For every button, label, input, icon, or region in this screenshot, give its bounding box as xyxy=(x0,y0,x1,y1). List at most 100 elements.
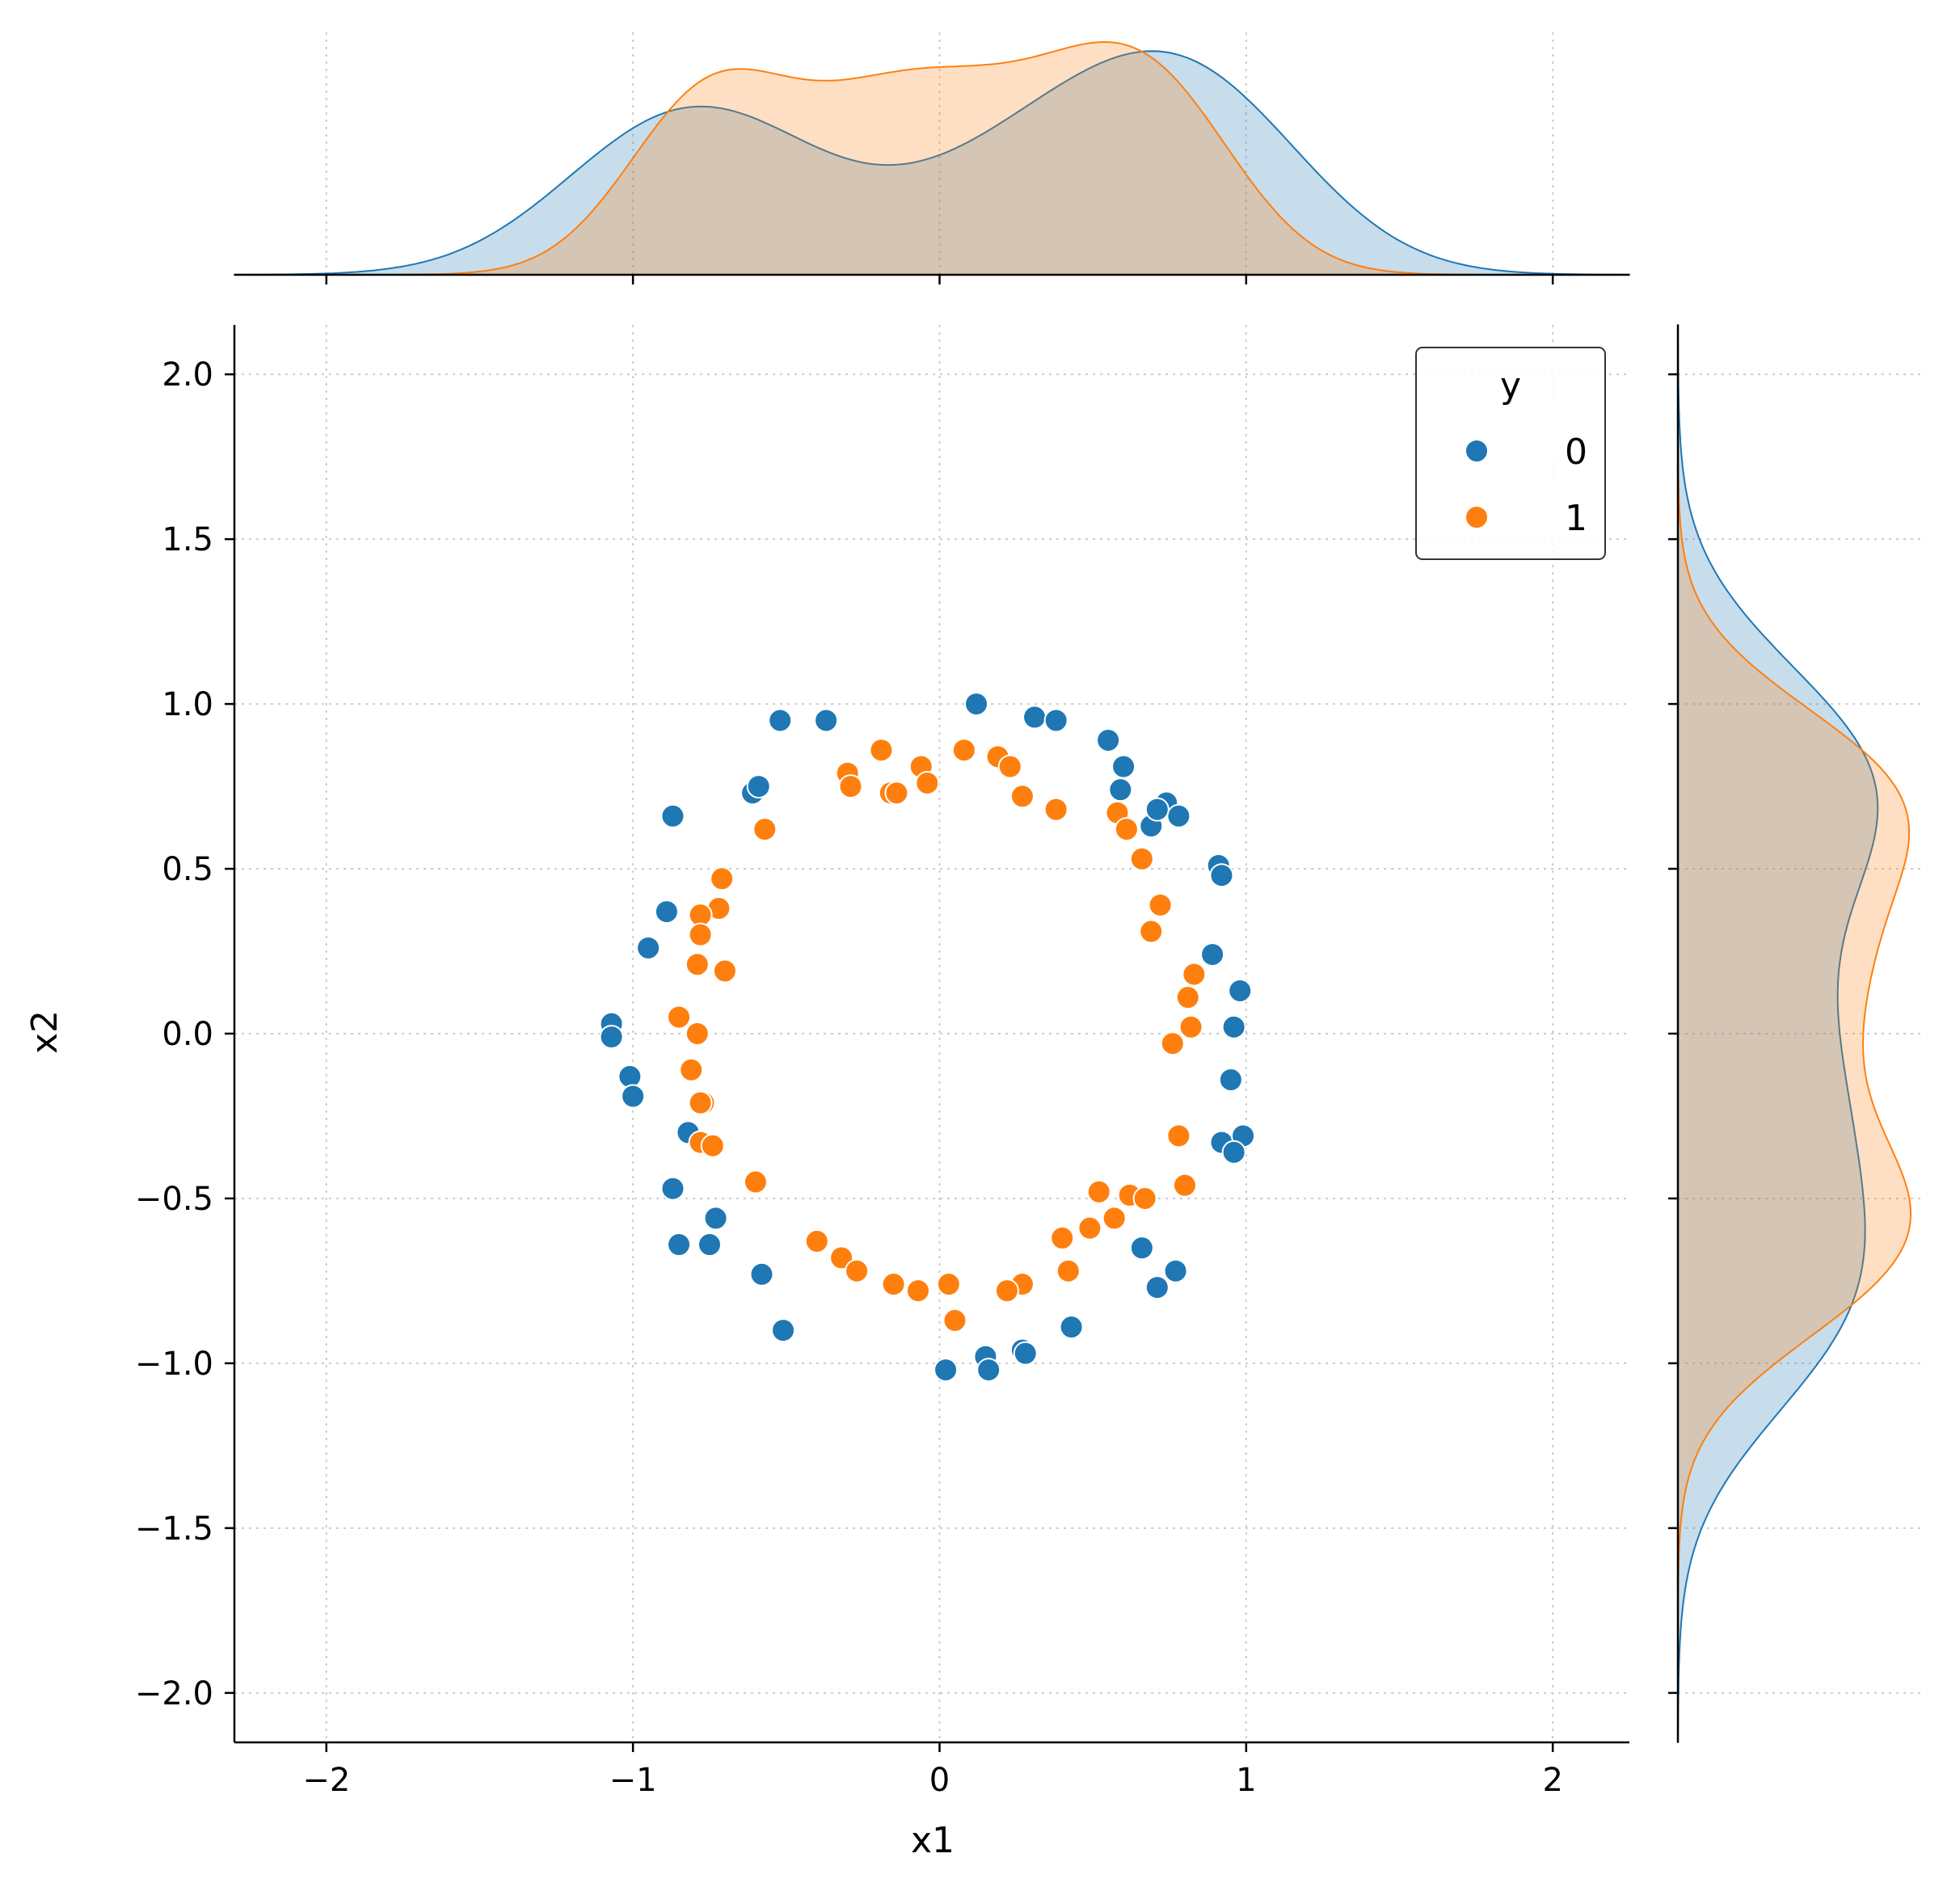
scatter-point-series-1 xyxy=(1139,919,1164,944)
x-tick-label: −2 xyxy=(302,1762,350,1799)
scatter-point-series-0 xyxy=(768,708,793,733)
scatter-point-series-1 xyxy=(688,1090,713,1115)
scatter-point-series-0 xyxy=(1221,1014,1246,1039)
scatter-point-series-0 xyxy=(746,774,771,799)
scatter-point-series-0 xyxy=(697,1232,722,1257)
scatter-point-series-0 xyxy=(667,1232,692,1257)
scatter-point-series-1 xyxy=(1050,1225,1075,1250)
legend: y 0 1 xyxy=(1415,347,1606,560)
y-tick-label: −0.5 xyxy=(135,1181,213,1218)
legend-marker-series-1 xyxy=(1465,505,1489,529)
scatter-point-series-0 xyxy=(964,692,989,717)
scatter-point-series-0 xyxy=(1144,797,1170,822)
scatter-point-series-1 xyxy=(1175,985,1200,1010)
scatter-point-series-1 xyxy=(667,1005,692,1030)
scatter-point-series-0 xyxy=(1013,1341,1038,1366)
top-kde-series-0 xyxy=(234,50,1630,276)
x-axis-label: x1 xyxy=(911,1820,955,1861)
scatter-point-series-1 xyxy=(679,1057,704,1082)
y-tick-label: 1.5 xyxy=(162,521,213,558)
scatter-point-series-0 xyxy=(1209,863,1234,888)
x-tick-label: 2 xyxy=(1542,1762,1562,1799)
legend-label-series-0: 0 xyxy=(1565,432,1587,473)
legend-marker-series-0 xyxy=(1465,439,1489,463)
y-tick-label: 1.0 xyxy=(162,686,213,723)
scatter-point-series-0 xyxy=(1144,1275,1170,1300)
scatter-point-series-0 xyxy=(1059,1315,1084,1340)
scatter-point-series-1 xyxy=(1056,1258,1081,1283)
scatter-point-series-0 xyxy=(1221,1139,1246,1165)
scatter-point-series-1 xyxy=(804,1228,829,1253)
scatter-point-series-0 xyxy=(1096,727,1121,752)
scatter-point-series-1 xyxy=(829,1245,854,1270)
scatter-point-series-0 xyxy=(599,1025,624,1050)
scatter-point-series-1 xyxy=(1077,1215,1102,1241)
y-tick-label: 0.5 xyxy=(162,851,213,888)
scatter-point-series-1 xyxy=(1160,1031,1185,1056)
scatter-point-series-1 xyxy=(688,922,713,947)
scatter-point-series-1 xyxy=(997,754,1022,779)
scatter-point-series-0 xyxy=(1228,978,1253,1003)
scatter-points xyxy=(599,692,1256,1383)
x-tick-label: −1 xyxy=(609,1762,657,1799)
scatter-point-series-1 xyxy=(1086,1179,1111,1204)
scatter-point-series-1 xyxy=(1114,817,1139,842)
scatter-point-series-0 xyxy=(660,803,685,828)
y-tick-label: −1.5 xyxy=(135,1510,213,1548)
x1-marginal-kde xyxy=(234,32,1630,276)
right-marginal-density-curves xyxy=(1677,324,1911,1743)
scatter-point-series-0 xyxy=(621,1084,646,1109)
top-marginal-x-ticks xyxy=(325,275,1554,284)
scatter-point-series-0 xyxy=(1163,1258,1188,1283)
scatter-point-series-1 xyxy=(700,1133,725,1158)
y-tick-label: −2.0 xyxy=(135,1675,213,1712)
scatter-point-series-1 xyxy=(884,781,909,806)
scatter-point-series-0 xyxy=(1218,1068,1243,1093)
scatter-point-series-1 xyxy=(915,770,940,795)
scatter-point-series-1 xyxy=(685,952,710,977)
right-kde-series-1 xyxy=(1677,325,1911,1742)
top-marginal-density-curves xyxy=(234,40,1630,276)
scatter-point-series-1 xyxy=(1178,1014,1203,1039)
legend-title: y xyxy=(1500,365,1521,406)
x-axis-ticks: −2 −1 0 1 2 xyxy=(302,1742,1563,1799)
scatter-point-series-1 xyxy=(838,774,863,799)
scatter-point-series-1 xyxy=(743,1169,768,1194)
scatter-point-series-0 xyxy=(749,1262,774,1287)
y-axis-label: x2 xyxy=(24,1010,65,1054)
x2-marginal-kde xyxy=(1668,324,1920,1743)
scatter-point-series-0 xyxy=(934,1358,959,1383)
scatter-point-series-0 xyxy=(771,1318,796,1343)
scatter-point-series-1 xyxy=(685,1022,710,1046)
scatter-point-series-1 xyxy=(881,1272,906,1297)
scatter-point-series-0 xyxy=(1166,803,1191,828)
scatter-point-series-0 xyxy=(617,1064,643,1089)
x-tick-label: 0 xyxy=(929,1762,950,1799)
scatter-point-series-0 xyxy=(1022,705,1047,730)
x-tick-label: 1 xyxy=(1236,1762,1256,1799)
scatter-point-series-1 xyxy=(1009,784,1035,809)
legend-frame xyxy=(1415,347,1606,560)
y-tick-label: 0.0 xyxy=(162,1016,213,1053)
scatter-point-series-0 xyxy=(1111,754,1136,779)
scatter-point-series-0 xyxy=(636,935,661,960)
scatter-point-series-0 xyxy=(1108,777,1133,802)
top-kde-series-1 xyxy=(234,40,1629,276)
scatter-point-series-0 xyxy=(660,1176,685,1201)
scatter-point-series-0 xyxy=(1043,708,1068,733)
scatter-point-series-0 xyxy=(703,1206,728,1231)
scatter-point-series-1 xyxy=(1129,846,1154,871)
y-tick-label: 2.0 xyxy=(162,356,213,394)
scatter-point-series-1 xyxy=(845,1258,870,1283)
right-kde-series-0 xyxy=(1677,324,1879,1743)
scatter-point-series-1 xyxy=(752,817,778,842)
y-tick-label: −1.0 xyxy=(135,1346,213,1383)
scatter-point-series-1 xyxy=(1182,962,1207,987)
scatter-point-series-1 xyxy=(905,1278,930,1304)
scatter-plot: −2 −1 0 1 2 2.01.51.00.50.0−0.5−1.0−1.5−2.0 … xyxy=(24,275,1629,1861)
scatter-point-series-1 xyxy=(1166,1123,1191,1148)
scatter-point-series-1 xyxy=(710,866,735,891)
scatter-point-series-1 xyxy=(869,738,894,763)
y-axis-ticks: 2.0 1.5 1.0 0.5 0.0 −0.5 −1.0 −1.5 −2.0 xyxy=(135,356,234,1712)
